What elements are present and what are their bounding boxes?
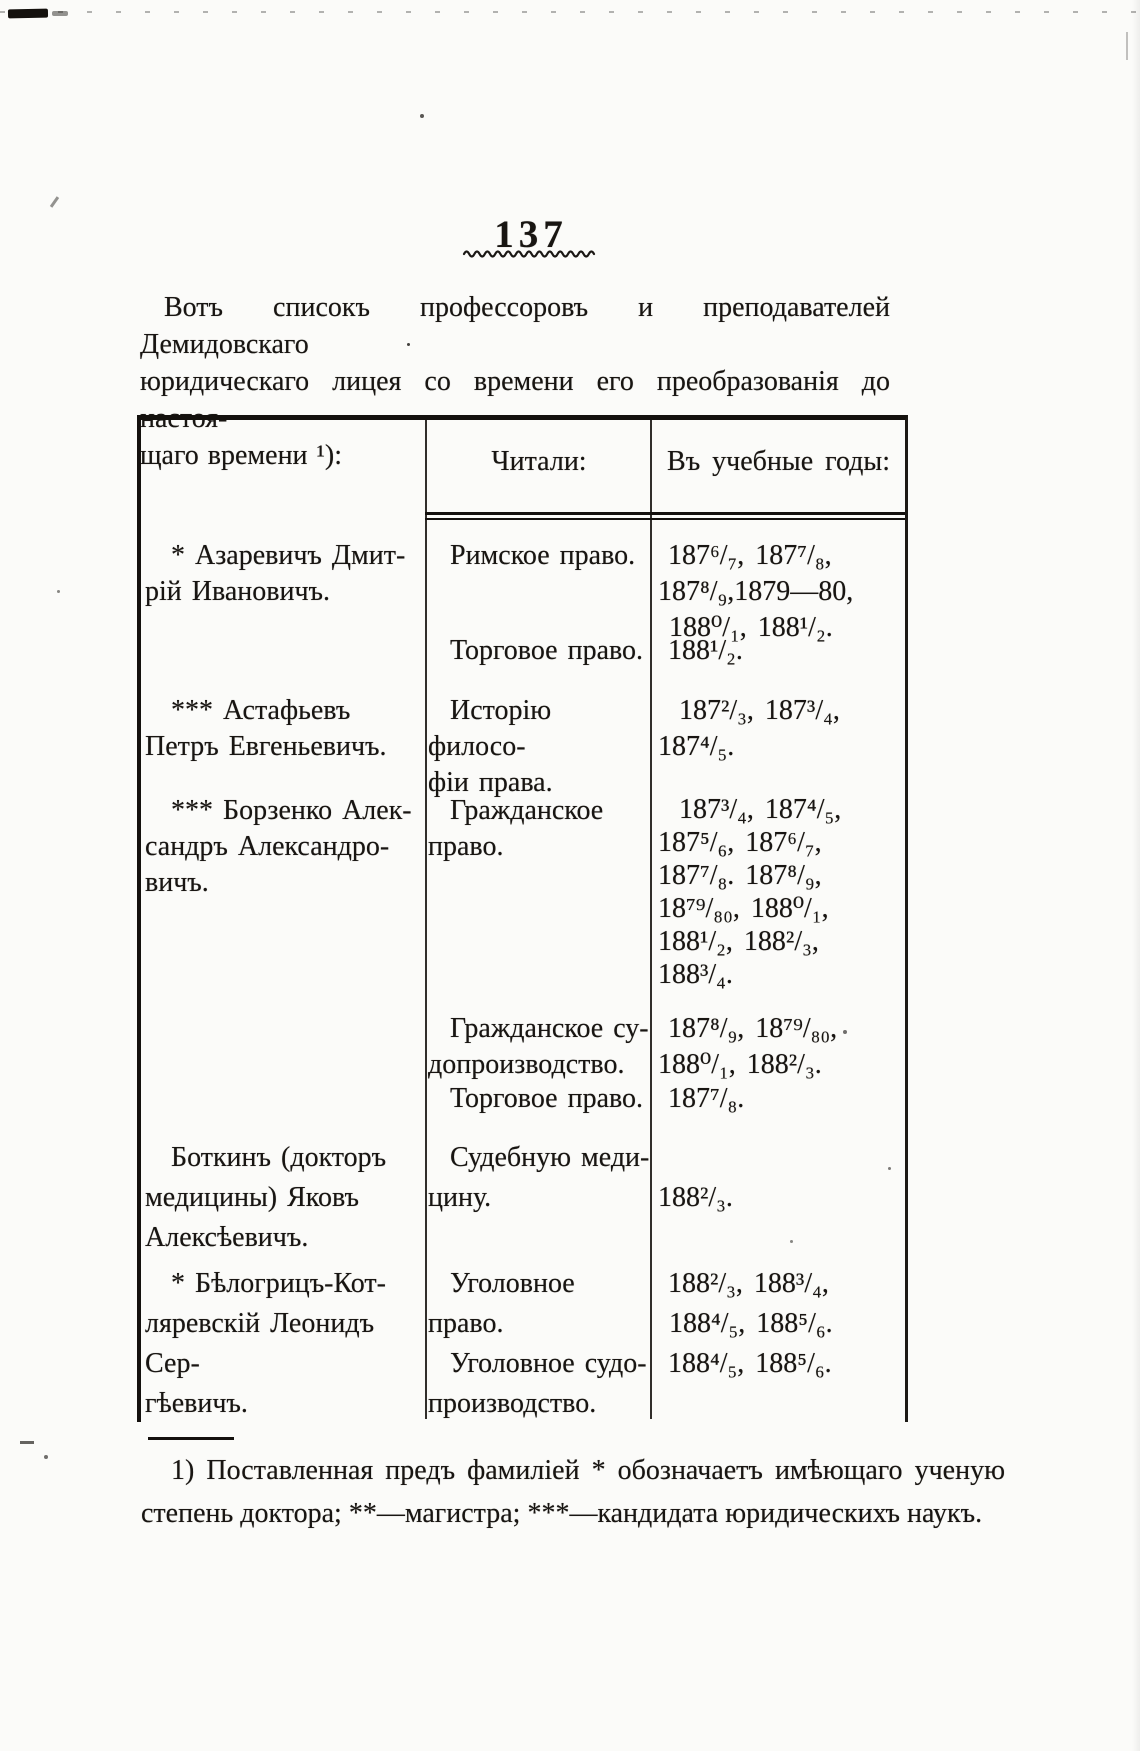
scan-speck (57, 590, 60, 593)
scan-edge-shade (1132, 0, 1140, 1751)
years-cell: 188²/₃, 188³/₄, 188⁴/₅, 188⁵/₆. (668, 1268, 833, 1339)
years-cell: 188⁴/₅, 188⁵/₆. (668, 1348, 832, 1379)
subject-cell: Римское право. (450, 540, 636, 571)
subject-cell: Торговое право. (450, 635, 644, 666)
header-double-rule (425, 512, 905, 520)
column-header-years: Въ учебные годы: (667, 446, 890, 477)
years-cell: 188²/₃. (658, 1182, 733, 1213)
scan-smudge (52, 11, 68, 16)
subject-cell: Уголовное право. (428, 1268, 585, 1339)
professor-name: * Бѣлогрицъ-Кот- ляревскій Леонидъ Сер- … (145, 1268, 386, 1419)
footnote-line: 1) Поставленная предъ фамиліей * обознач… (171, 1455, 1005, 1486)
footnote-rule (148, 1437, 234, 1440)
scan-speck (44, 1455, 48, 1459)
years-cell: 187²/₃, 187³/₄, 187⁴/₅. (658, 695, 840, 762)
footnote: 1) Поставленная предъ фамиліей * обознач… (141, 1449, 1005, 1535)
subject-cell: Гражданское право. (428, 795, 604, 862)
intro-line: щаго времени ¹): (140, 440, 343, 471)
scan-smudge (7, 8, 49, 19)
column-header-subjects: Читали: (491, 446, 587, 477)
years-cell: 187³/₄, 187⁴/₅, 187⁵/₆, 187⁶/₇, 187⁷/₈. … (658, 794, 842, 990)
scan-edge-dashes (0, 11, 1140, 13)
professor-name: *** Борзенко Алек- сандръ Александро- ви… (145, 795, 412, 898)
subject-cell: Уголовное судо- производство. (428, 1348, 647, 1419)
professor-name: *** Астафьевъ Петръ Евгеньевичъ. (145, 695, 387, 762)
subject-cell: Торговое право. (450, 1083, 644, 1114)
subject-cell: Судебную меди- цину. (428, 1142, 650, 1213)
scan-speck (20, 1441, 34, 1444)
squiggle-underline (462, 250, 596, 258)
footnote-line: степень доктора; **—магистра; ***—кандид… (141, 1498, 983, 1529)
professor-name: Боткинъ (докторъ медицины) Яковъ Алексѣе… (145, 1142, 387, 1253)
professors-table: Читали: Въ учебные годы: * Азаревичъ Дми… (137, 415, 908, 1422)
professor-name: * Азаревичъ Дмит- рій Ивановичъ. (145, 540, 406, 607)
table-column-divider (650, 420, 652, 1419)
subject-cell: Гражданское су- допроизводство. (428, 1013, 649, 1080)
scan-speck (407, 343, 410, 346)
page-number: 137 (494, 213, 568, 256)
scan-speck (888, 1167, 891, 1170)
scan-speck (420, 114, 424, 118)
years-cell: 188¹/₂. (668, 635, 743, 666)
years-cell: 187⁸/₉, 18⁷⁹/₈₀, 188⁰/₁, 188²/₃. (658, 1013, 838, 1080)
years-cell: 187⁶/₇, 187⁷/₈, 187⁸/₉,1879—80, 188⁰/₁, … (658, 540, 854, 643)
years-cell: 187⁷/₈. (668, 1083, 745, 1114)
scan-speck (49, 196, 60, 208)
intro-line: Вотъ списокъ профессоровъ и преподавател… (140, 292, 890, 360)
scan-speck (843, 1030, 847, 1034)
scan-speck (790, 1240, 793, 1243)
scan-speck (1126, 32, 1128, 60)
table-column-divider (425, 420, 427, 1419)
subject-cell: Исторію филосо- фіи права. (428, 695, 553, 798)
